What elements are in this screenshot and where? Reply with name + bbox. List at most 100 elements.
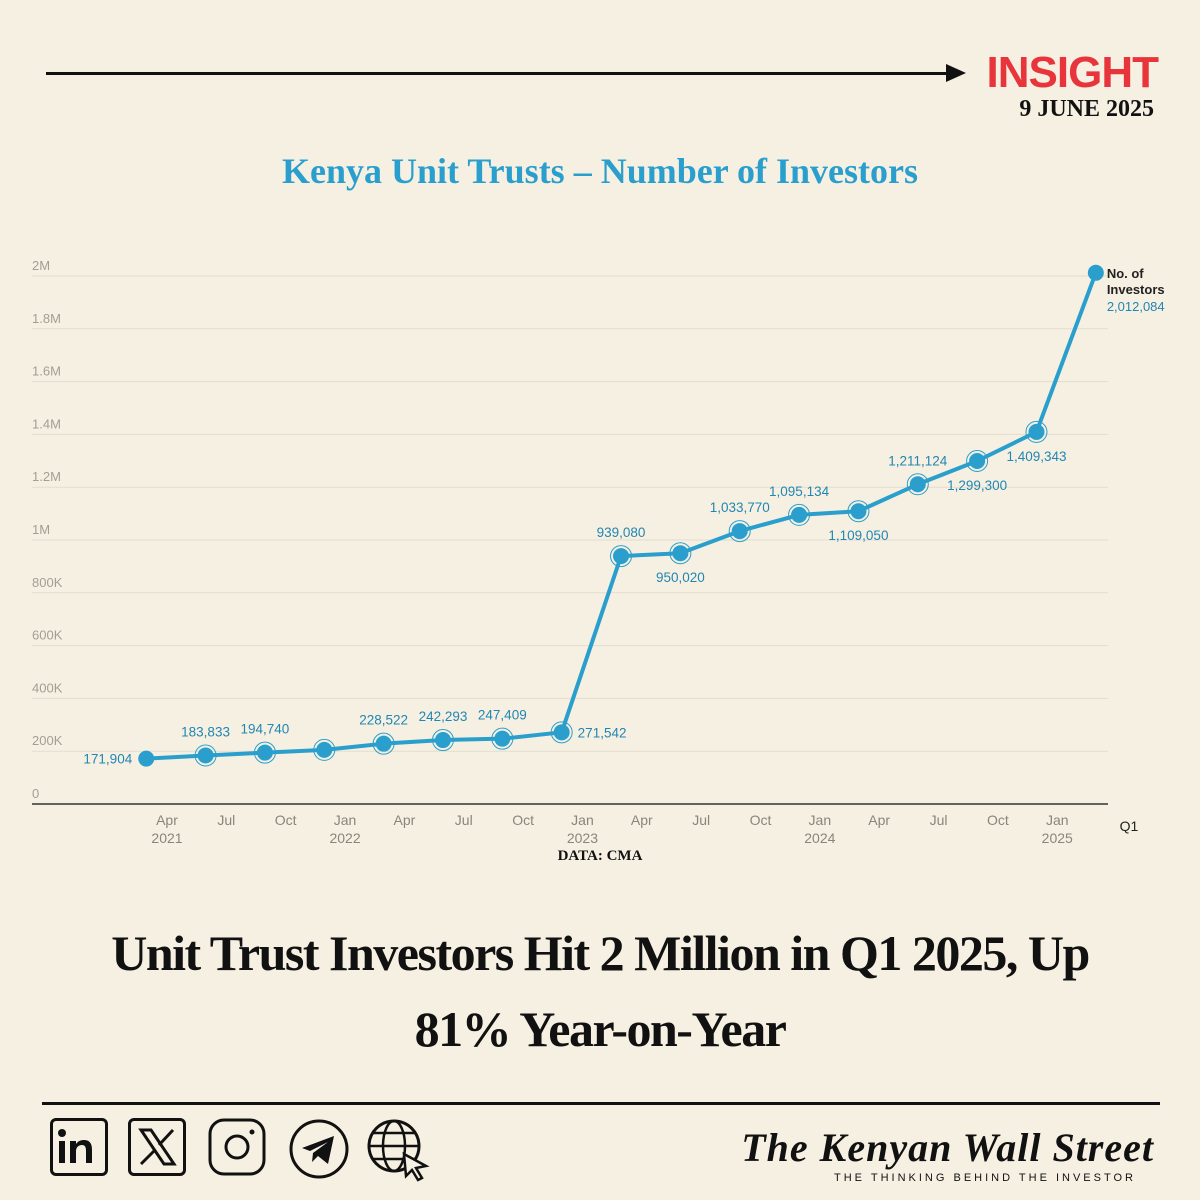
data-label: 194,740: [241, 722, 290, 737]
header-arrow-line: [46, 72, 956, 75]
data-point-halo: [906, 473, 929, 496]
y-axis: 0 200K 400K 600K 800K 1M 1.2M 1.4M 1.6M 1.8M 2M: [32, 258, 63, 801]
x-tick-label: Apr: [394, 812, 416, 828]
data-point: [791, 506, 808, 523]
x-tick-label: Oct: [275, 812, 297, 828]
x-tick-label: Oct: [512, 812, 534, 828]
data-label: 271,542: [578, 725, 627, 740]
data-label: 247,409: [478, 708, 527, 723]
x-tick-label: Apr: [631, 812, 653, 828]
x-tick-label: Jan: [1046, 812, 1069, 828]
x-tick-label: Jul: [692, 812, 710, 828]
x-tick-label: Oct: [750, 812, 772, 828]
data-point-halo: [372, 732, 395, 755]
data-label: 2,012,084: [1107, 299, 1165, 314]
series-name-label: Investors: [1107, 282, 1165, 297]
data-point-halo: [431, 729, 454, 752]
series-name-label: No. of: [1107, 266, 1144, 281]
x-tick-label: Apr: [156, 812, 178, 828]
brand-tagline: THE THINKING BEHIND THE INVESTOR: [834, 1172, 1136, 1184]
data-point: [434, 732, 451, 749]
x-tick-label: Jul: [930, 812, 948, 828]
data-label: 228,522: [359, 713, 408, 728]
data-point-halo: [253, 741, 276, 764]
y-tick-label: 400K: [32, 680, 63, 695]
y-tick-label: 1M: [32, 522, 50, 537]
data-point: [138, 750, 155, 767]
data-point-halo: [847, 500, 870, 523]
y-tick-label: 0: [32, 786, 39, 801]
data-label: 242,293: [419, 709, 468, 724]
data-label: 183,833: [181, 724, 230, 739]
y-tick-label: 600K: [32, 628, 63, 643]
data-point-halo: [669, 542, 692, 565]
line-chart: 0 200K 400K 600K 800K 1M 1.2M 1.4M 1.6M 1.8M 2M Ap…: [32, 258, 1165, 846]
data-labels: 171,904 183,833 194,740 228,522 242,293 247,4…: [83, 266, 1164, 767]
data-point: [1087, 264, 1104, 281]
chart-grid: [32, 275, 1108, 752]
x-tick-year: 2025: [1042, 830, 1073, 846]
x-tick-label: Oct: [987, 812, 1009, 828]
chart-source: DATA: CMA: [557, 848, 643, 864]
x-tick-label: Jan: [809, 812, 832, 828]
data-point-halo: [550, 721, 573, 744]
data-point-halo: [194, 744, 217, 767]
x-tick-year: 2023: [567, 830, 598, 846]
data-point: [553, 724, 570, 741]
data-label: 1,095,134: [769, 484, 830, 499]
data-point-halo: [788, 503, 811, 526]
publish-date: 9 JUNE 2025: [1019, 96, 1154, 122]
data-point-halo: [1025, 420, 1048, 443]
y-tick-label: 1.6M: [32, 364, 61, 379]
data-point: [672, 545, 689, 562]
data-label: 1,109,050: [828, 528, 888, 543]
data-point: [909, 476, 926, 493]
data-point: [316, 741, 333, 758]
x-tick-year: 2021: [151, 830, 182, 846]
data-point: [256, 744, 273, 761]
data-point: [494, 730, 511, 747]
y-tick-label: 800K: [32, 575, 63, 590]
x-tick-year: 2022: [329, 830, 360, 846]
data-point-halo: [610, 545, 633, 568]
data-point: [613, 548, 630, 565]
x-tick-label: Apr: [868, 812, 890, 828]
data-point-halo: [313, 738, 336, 761]
data-point: [731, 523, 748, 540]
telegram-icon[interactable]: [288, 1118, 349, 1179]
data-label: 171,904: [83, 752, 132, 767]
linkedin-icon[interactable]: [50, 1118, 108, 1176]
data-point: [375, 735, 392, 752]
instagram-icon[interactable]: [208, 1118, 266, 1176]
x-tick-label: Q1: [1120, 818, 1139, 834]
data-point-halo: [491, 727, 514, 750]
y-tick-label: 1.8M: [32, 311, 61, 326]
data-point: [850, 503, 867, 520]
series-line: [144, 270, 1098, 761]
data-point: [969, 452, 986, 469]
website-icon[interactable]: [366, 1118, 430, 1182]
x-icon[interactable]: [128, 1118, 186, 1176]
data-point-halo: [966, 449, 989, 472]
headline: Unit Trust Investors Hit 2 Million in Q1…: [111, 925, 1090, 1057]
x-tick-label: Jan: [571, 812, 594, 828]
x-tick-label: Jul: [217, 812, 235, 828]
x-tick-year: 2024: [804, 830, 835, 846]
insight-badge: INSIGHT: [986, 48, 1159, 97]
data-label: 950,020: [656, 570, 705, 585]
brand-logo: The Kenyan Wall Street: [741, 1125, 1154, 1170]
data-point: [1028, 423, 1045, 440]
arrow-right-icon: [946, 64, 966, 82]
x-axis: Apr 2021 Jul Oct Jan 2022 Apr Jul Oct Jan 2023 Apr J…: [32, 803, 1139, 846]
data-label: 1,033,770: [710, 500, 770, 515]
data-label: 1,211,124: [888, 453, 948, 468]
x-tick-label: Jan: [334, 812, 357, 828]
chart-title: Kenya Unit Trusts – Number of Investors: [281, 151, 919, 191]
y-tick-label: 1.2M: [32, 469, 61, 484]
data-label: 1,409,343: [1006, 449, 1066, 464]
y-tick-label: 2M: [32, 258, 50, 273]
x-tick-label: Jul: [455, 812, 473, 828]
data-label: 939,080: [597, 525, 646, 540]
data-label: 1,299,300: [947, 478, 1007, 493]
y-tick-label: 1.4M: [32, 416, 61, 431]
